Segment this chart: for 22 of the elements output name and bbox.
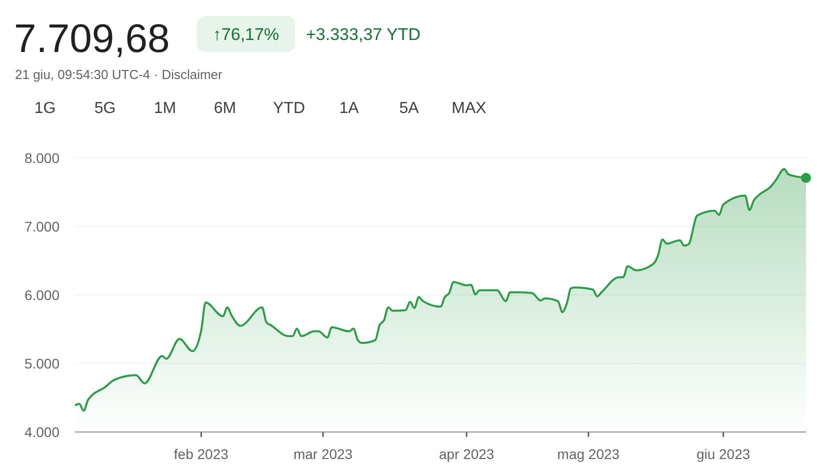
x-tick-label: apr 2023 — [438, 446, 494, 462]
x-tick-label: feb 2023 — [174, 446, 229, 462]
y-tick-label: 4.000 — [24, 424, 60, 440]
x-tick-label: mag 2023 — [557, 446, 620, 462]
x-tick-label: giu 2023 — [696, 446, 750, 462]
y-tick-label: 7.000 — [24, 218, 60, 234]
text: 1G — [34, 100, 56, 117]
text: 5A — [399, 100, 420, 117]
text: 5G — [94, 100, 116, 117]
x-tick-label: mar 2023 — [293, 446, 353, 462]
text: YTD — [273, 100, 305, 117]
y-tick-label: 6.000 — [24, 287, 60, 303]
y-tick-label: 5.000 — [24, 356, 60, 372]
chart-subtitle: 21 giu, 09:54:30 UTC-4 · Disclaimer — [15, 67, 224, 82]
text: 1A — [339, 100, 360, 117]
text: 1M — [154, 100, 176, 117]
chart-title: 7.709,68 — [14, 17, 170, 61]
text: ↑76,17% — [212, 25, 280, 44]
text: MAX — [452, 100, 487, 117]
y-tick-label: 8.000 — [24, 150, 60, 166]
text: +3.333,37 YTD — [306, 25, 421, 44]
text: 6M — [214, 100, 236, 117]
